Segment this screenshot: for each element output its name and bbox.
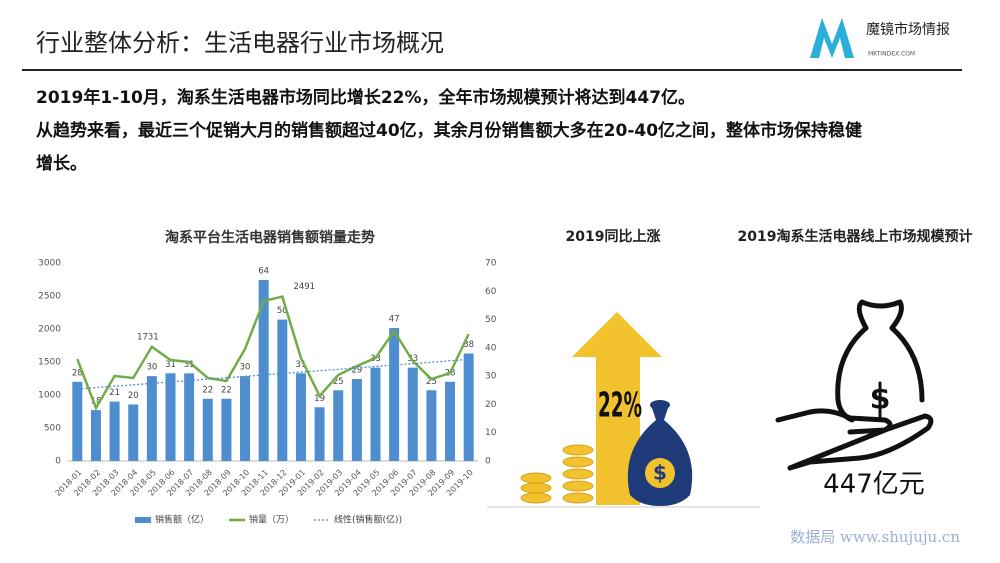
bar — [463, 353, 474, 461]
chart-title: 淘系平台生活电器销售额销量走势 — [165, 229, 375, 246]
bar-label: 20 — [128, 391, 139, 401]
legend-label: 销售额（亿） — [155, 514, 209, 526]
bar — [258, 279, 269, 461]
logo: 魔镜市场情报 MKTINDEX.COM — [810, 18, 950, 58]
bar — [146, 376, 157, 461]
bar — [165, 373, 176, 461]
forecast-title: 2019淘系生活电器线上市场规模预计 — [738, 228, 973, 245]
bar-label: 22 — [202, 385, 213, 395]
y-tick-label: 0 — [55, 457, 61, 467]
y2-tick-label: 30 — [485, 372, 497, 382]
bar-label: 18 — [91, 397, 102, 407]
line — [76, 295, 470, 411]
bar-label: 64 — [258, 266, 269, 276]
bar-label: 31 — [165, 360, 176, 370]
bar — [407, 367, 418, 461]
summary-line: 增长。 — [36, 153, 87, 174]
y-tick-label: 2500 — [38, 292, 61, 302]
bar — [314, 407, 325, 461]
trend-line — [77, 358, 469, 390]
y2-tick-label: 70 — [485, 259, 497, 269]
slide-title: 行业整体分析：生活电器行业市场概况 — [36, 29, 444, 57]
summary-line: 2019年1-10月，淘系生活电器市场同比增长22%，全年市场规模预计将达到44… — [36, 87, 695, 108]
summary-line: 从趋势来看，最近三个促销大月的销售额超过40亿，其余月份销售额大多在20-40亿… — [36, 120, 862, 141]
legend-label: 销量（万） — [249, 514, 294, 526]
y-tick-label: 1500 — [38, 358, 61, 368]
bar-label: 38 — [463, 340, 474, 350]
bar-label: 22 — [221, 385, 232, 395]
logo-name: 魔镜市场情报 — [866, 21, 950, 38]
legend-swatch — [135, 517, 151, 523]
y2-tick-label: 20 — [485, 400, 497, 410]
watermark: 数据局 www.shujuju.cn — [790, 528, 960, 546]
bar — [389, 328, 400, 461]
bar — [351, 378, 362, 461]
logo-url: MKTINDEX.COM — [868, 51, 915, 58]
bar-label: 30 — [146, 363, 157, 373]
bar — [109, 401, 120, 461]
bar — [370, 367, 381, 461]
line-label: 1731 — [137, 332, 159, 342]
combo-chart: 0 500 1000 1500 2000 2500 3000 0 10 20 30 40 50 60 70 2… — [38, 259, 497, 526]
growth-value: 22% — [598, 386, 642, 426]
bar — [90, 410, 101, 461]
bar-label: 50 — [277, 306, 288, 316]
bar-label: 31 — [184, 360, 195, 370]
bar — [426, 390, 437, 461]
bar-label: 19 — [314, 394, 325, 404]
bar-label: 47 — [389, 315, 400, 325]
bar-label: 31 — [296, 360, 307, 370]
y-tick-label: 2000 — [38, 325, 61, 335]
bar — [445, 381, 456, 461]
growth-title: 2019同比上涨 — [566, 228, 661, 245]
bar-label: 25 — [426, 377, 437, 387]
bar-label: 25 — [333, 377, 344, 387]
y2-tick-label: 50 — [485, 315, 497, 325]
y-tick-label: 3000 — [38, 259, 61, 269]
y-tick-label: 500 — [44, 424, 61, 434]
legend-label: 线性(销售额(亿)) — [334, 514, 402, 526]
y-tick-label: 1000 — [38, 391, 61, 401]
bar — [128, 404, 139, 461]
y2-tick-label: 10 — [485, 428, 497, 438]
growth-illustration: $ — [520, 312, 693, 506]
bar — [295, 373, 306, 461]
bar-label: 30 — [240, 363, 251, 373]
y2-tick-label: 60 — [485, 287, 497, 297]
bar — [202, 398, 213, 461]
bar — [333, 390, 344, 461]
bar — [277, 319, 288, 461]
svg-text:$: $ — [653, 461, 667, 485]
bar-label: 28 — [72, 368, 83, 378]
y2-tick-label: 40 — [485, 343, 497, 353]
bar — [72, 381, 83, 461]
bar — [184, 373, 195, 461]
line-label: 2491 — [293, 282, 315, 292]
bar — [240, 376, 251, 461]
bar — [221, 398, 232, 461]
bar-label: 29 — [351, 365, 362, 375]
forecast-illustration — [775, 299, 934, 471]
bar-label: 21 — [109, 388, 120, 398]
dollar-sign: $ — [870, 382, 891, 417]
forecast-value: 447亿元 — [823, 470, 925, 500]
y2-tick-label: 0 — [485, 457, 491, 467]
